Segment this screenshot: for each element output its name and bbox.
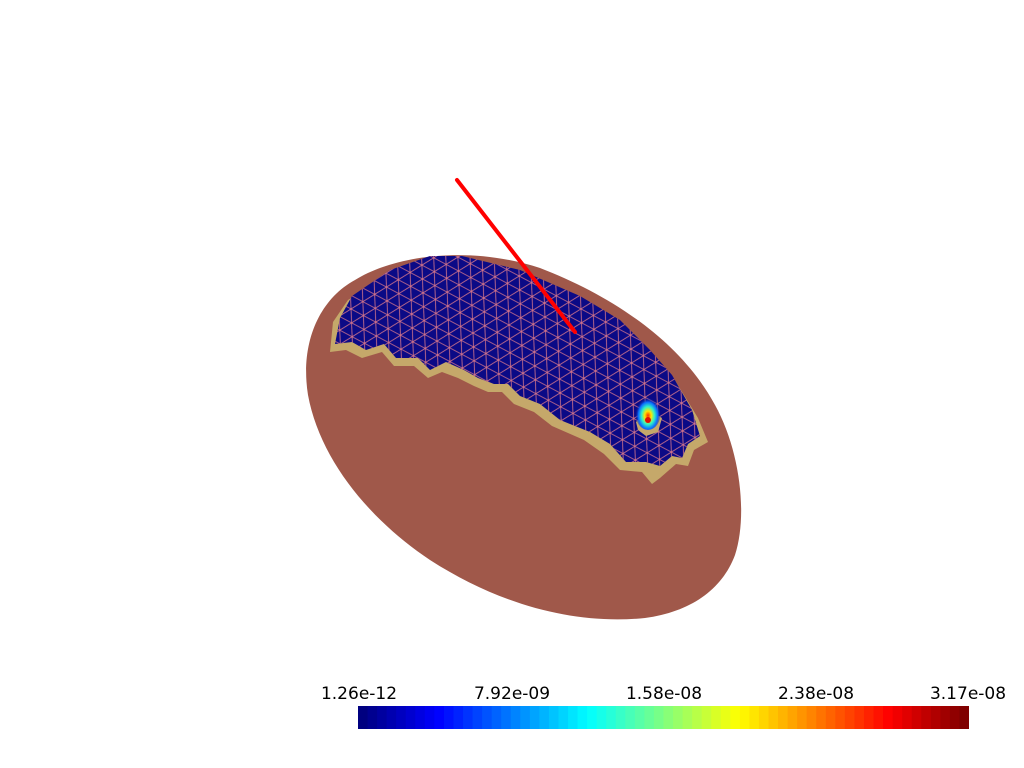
colorbar-swatch	[501, 706, 512, 729]
colorbar-swatch	[358, 706, 369, 729]
colorbar-swatch	[835, 706, 846, 729]
colorbar-swatch	[673, 706, 684, 729]
colorbar-swatch	[892, 706, 903, 729]
colorbar-swatch	[749, 706, 760, 729]
colorbar-swatch	[682, 706, 693, 729]
colorbar-swatch	[816, 706, 827, 729]
colorbar-swatch	[940, 706, 951, 729]
colorbar-swatch	[463, 706, 474, 729]
colorbar-swatch	[377, 706, 388, 729]
colorbar-tick-label: 1.26e-12	[320, 684, 398, 704]
colorbar-swatch	[844, 706, 856, 729]
colorbar-swatch	[854, 706, 865, 729]
colorbar-swatch	[424, 706, 435, 729]
colorbar-swatch	[730, 706, 741, 729]
colorbar-swatch	[386, 706, 397, 729]
colorbar-swatch	[568, 706, 579, 729]
colorbar-tick-label: 3.17e-08	[929, 684, 1007, 704]
colorbar-tick-label: 1.58e-08	[625, 684, 703, 704]
colorbar-swatch	[959, 706, 969, 729]
colorbar-swatch	[405, 706, 416, 729]
colorbar-swatch	[644, 706, 655, 729]
colorbar-swatch	[587, 706, 598, 729]
colorbar-swatch	[701, 706, 712, 729]
colorbar-swatch	[367, 706, 378, 729]
colorbar-swatch	[396, 706, 407, 729]
colorbar-swatch	[883, 706, 894, 729]
colorbar-swatch	[529, 706, 540, 729]
colorbar-swatch	[520, 706, 531, 729]
colorbar-swatch	[434, 706, 445, 729]
colorbar-swatch	[692, 706, 703, 729]
colorbar-swatch	[472, 706, 483, 729]
colorbar-swatch	[930, 706, 941, 729]
colorbar-swatch	[443, 706, 455, 729]
colorbar-swatch	[758, 706, 770, 729]
colorbar-swatch	[739, 706, 751, 729]
colorbar-swatch	[577, 706, 588, 729]
hotspot-core	[645, 417, 651, 423]
field-hotspot	[635, 394, 661, 430]
colorbar-swatch	[787, 706, 798, 729]
colorbar-tick-label: 2.38e-08	[777, 684, 855, 704]
colorbar-swatch	[415, 706, 426, 729]
colorbar-swatch	[797, 706, 808, 729]
colorbar-swatch	[825, 706, 836, 729]
colorbar-swatch	[615, 706, 626, 729]
colorbar-swatch	[491, 706, 502, 729]
colorbar-swatch	[949, 706, 961, 729]
colorbar-gradient	[358, 706, 969, 729]
colorbar-swatch	[539, 706, 550, 729]
probe-line	[455, 178, 577, 334]
colorbar-swatch	[911, 706, 922, 729]
colorbar-swatch	[606, 706, 617, 729]
colorbar-swatch	[806, 706, 817, 729]
colorbar-swatch	[902, 706, 913, 729]
colorbar-swatch	[653, 706, 665, 729]
colorbar-swatch	[482, 706, 493, 729]
colorbar-swatch	[558, 706, 569, 729]
colorbar-swatch	[596, 706, 607, 729]
colorbar-swatch	[768, 706, 779, 729]
colorbar: 1.26e-12 7.92e-09 1.58e-08 2.38e-08 3.17…	[0, 676, 1024, 736]
colorbar-tick-label: 7.92e-09	[473, 684, 551, 704]
colorbar-swatch	[634, 706, 646, 729]
colorbar-swatch	[778, 706, 789, 729]
colorbar-swatch	[873, 706, 884, 729]
colorbar-swatch	[720, 706, 731, 729]
colorbar-swatch	[548, 706, 560, 729]
colorbar-swatch	[863, 706, 875, 729]
colorbar-swatch	[625, 706, 636, 729]
colorbar-swatch	[711, 706, 722, 729]
colorbar-swatch	[453, 706, 464, 729]
colorbar-swatch	[663, 706, 674, 729]
colorbar-swatch	[921, 706, 932, 729]
colorbar-swatch	[510, 706, 521, 729]
